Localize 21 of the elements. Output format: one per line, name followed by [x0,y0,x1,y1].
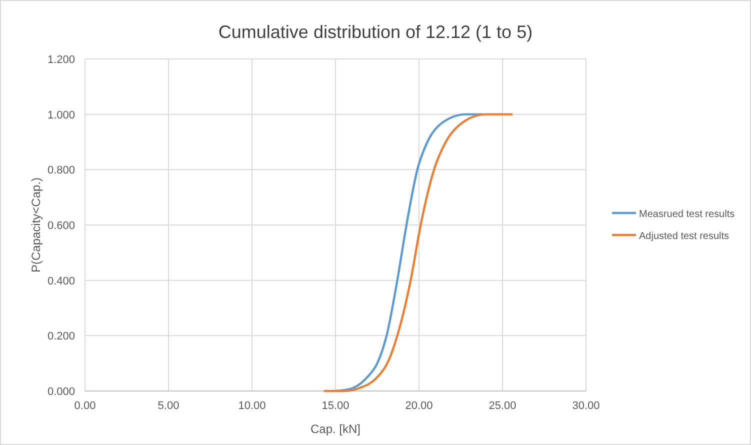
legend-label: Measrued test results [639,209,735,220]
chart-title: Cumulative distribution of 12.12 (1 to 5) [218,22,533,42]
x-tick-label: 10.00 [238,400,266,412]
x-tick-label: 0.00 [74,400,96,412]
y-tick-label: 0.600 [47,220,75,232]
x-tick-label: 15.00 [322,400,350,412]
y-tick-label: 1.000 [47,109,75,122]
legend-label: Adjusted test results [639,231,730,242]
y-axis-title: P(Capacity<Cap.) [29,177,43,273]
y-tick-label: 0.000 [47,386,75,398]
x-tick-label: 20.00 [405,400,433,412]
y-tick-label: 0.400 [47,275,75,288]
x-tick-label: 5.00 [158,400,180,412]
y-tick-label: 1.200 [47,54,75,66]
x-tick-label: 25.00 [488,400,516,412]
y-tick-label: 0.200 [47,330,75,343]
line-series [322,113,514,392]
y-tick-label: 0.800 [47,164,75,177]
line-series [334,113,484,392]
x-axis-title: Cap. [kN] [310,422,361,436]
x-tick-label: 30.00 [572,400,600,412]
